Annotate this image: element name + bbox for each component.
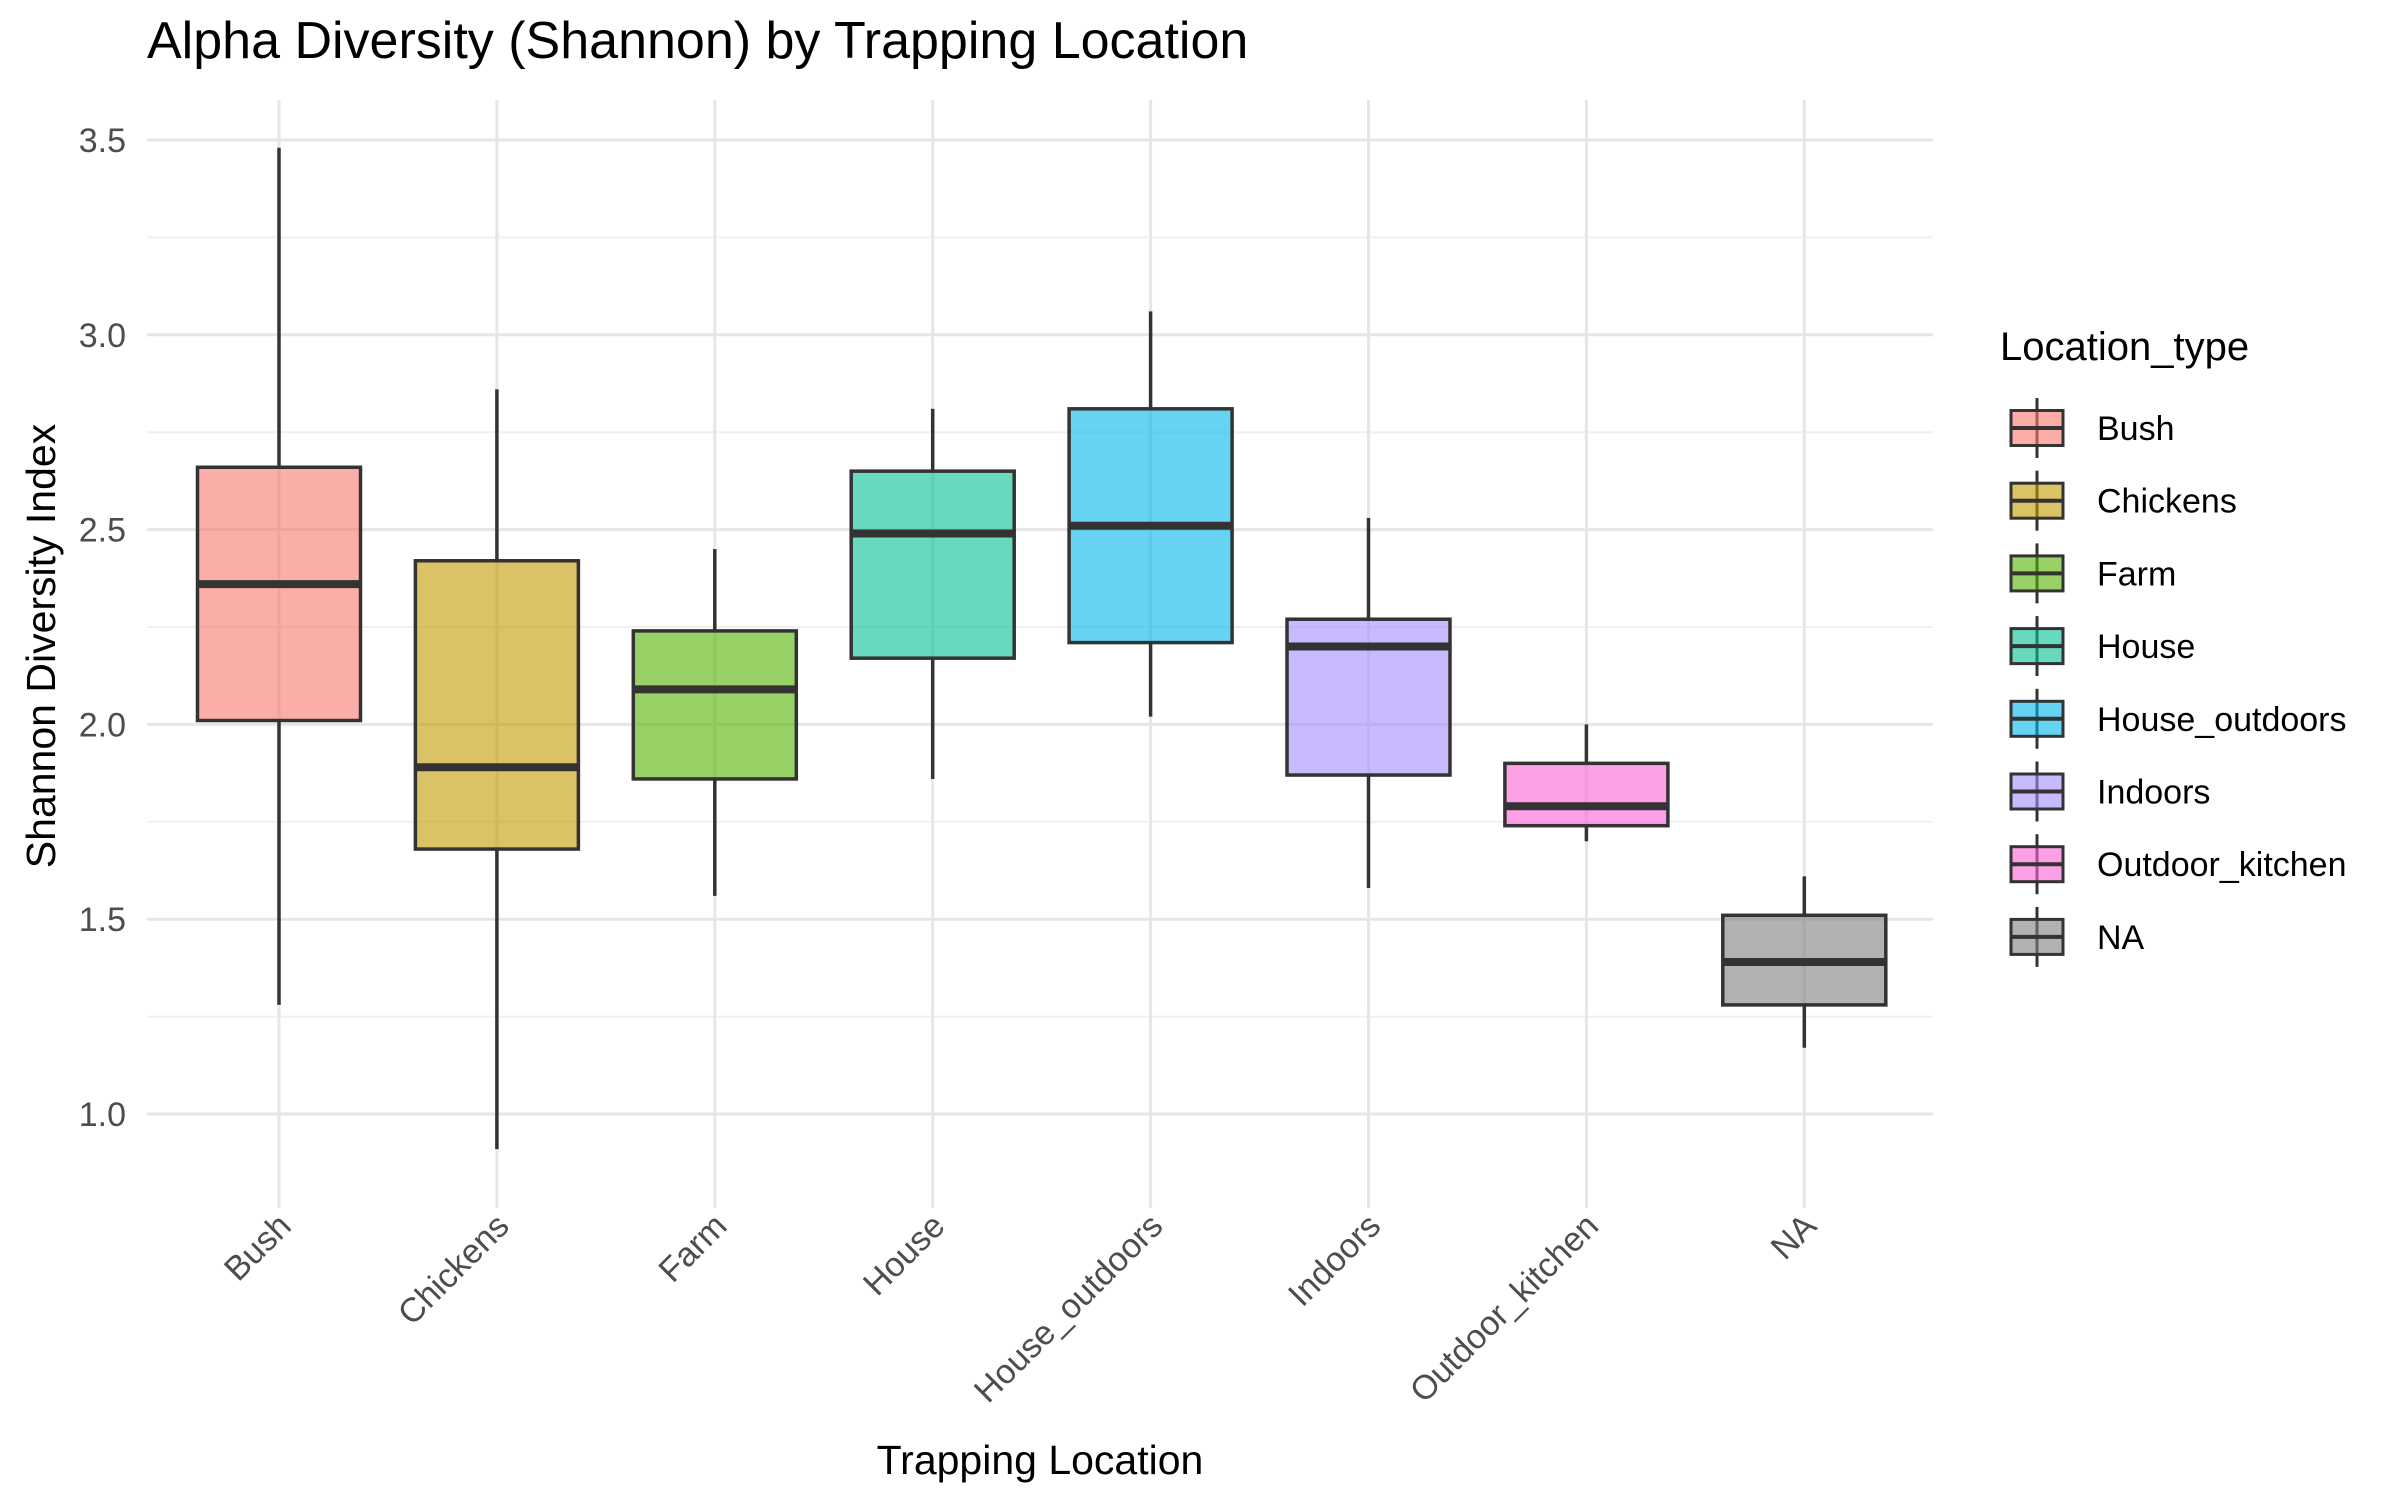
x-tick-label: Bush — [217, 1207, 299, 1289]
x-axis-title: Trapping Location — [877, 1437, 1204, 1483]
chart-title: Alpha Diversity (Shannon) by Trapping Lo… — [147, 12, 1248, 70]
legend-title: Location_type — [2000, 325, 2249, 369]
legend-label: NA — [2097, 919, 2145, 957]
y-tick-label: 3.0 — [79, 317, 126, 355]
box-na — [1721, 876, 1888, 1048]
box-outdoor-kitchen — [1503, 724, 1670, 842]
x-tick-label: Farm — [651, 1207, 734, 1290]
x-tick-label: House — [856, 1207, 952, 1303]
legend-item: Farm — [2009, 543, 2176, 604]
legend-items: Bush Chickens Farm House House_outdoors Indoo… — [2009, 398, 2347, 967]
x-tick-label: Outdoor_kitchen — [1403, 1207, 1606, 1410]
legend-label: Chickens — [2097, 483, 2237, 521]
legend-label: Indoors — [2097, 774, 2210, 812]
legend-label: Farm — [2097, 555, 2176, 593]
y-tick-label: 2.5 — [79, 512, 126, 550]
interquartile-box — [849, 469, 1016, 660]
y-tick-label: 3.5 — [79, 122, 126, 160]
legend-item: NA — [2009, 906, 2145, 967]
box-house-outdoors — [1067, 311, 1234, 717]
y-axis-tick-labels: 1.0 1.5 2.0 2.5 3.0 3.5 — [79, 122, 126, 1134]
x-tick-label: House_outdoors — [967, 1207, 1170, 1410]
x-tick-label: NA — [1764, 1207, 1824, 1267]
legend: Location_type Bush Chickens Farm House House… — [2000, 325, 2347, 967]
x-tick-label: Chickens — [391, 1207, 517, 1333]
legend-item: Chickens — [2009, 470, 2237, 531]
box-indoors — [1285, 517, 1452, 889]
legend-item: Indoors — [2009, 761, 2210, 822]
y-axis-title: Shannon Diversity Index — [18, 423, 64, 868]
legend-label: Bush — [2097, 410, 2175, 448]
box-series — [195, 147, 1888, 1150]
y-tick-label: 2.0 — [79, 706, 126, 744]
legend-label: Outdoor_kitchen — [2097, 846, 2347, 884]
legend-item: Outdoor_kitchen — [2009, 834, 2347, 895]
interquartile-box — [1503, 761, 1670, 828]
x-axis-tick-labels: Bush Chickens Farm House House_outdoors Indoo… — [217, 1207, 1824, 1411]
box-bush — [195, 147, 363, 1005]
interquartile-box — [413, 559, 581, 851]
x-tick-label: Indoors — [1281, 1207, 1388, 1314]
box-farm — [631, 549, 799, 896]
interquartile-box — [195, 465, 363, 723]
y-tick-label: 1.0 — [79, 1096, 126, 1134]
legend-label: House_outdoors — [2097, 701, 2347, 739]
interquartile-box — [631, 629, 799, 781]
legend-item: Bush — [2009, 398, 2175, 458]
box-chickens — [413, 389, 581, 1150]
legend-item: House — [2009, 616, 2195, 677]
legend-label: House — [2097, 628, 2195, 666]
legend-item: House_outdoors — [2009, 688, 2347, 749]
y-tick-label: 1.5 — [79, 901, 126, 939]
box-house — [849, 408, 1016, 779]
